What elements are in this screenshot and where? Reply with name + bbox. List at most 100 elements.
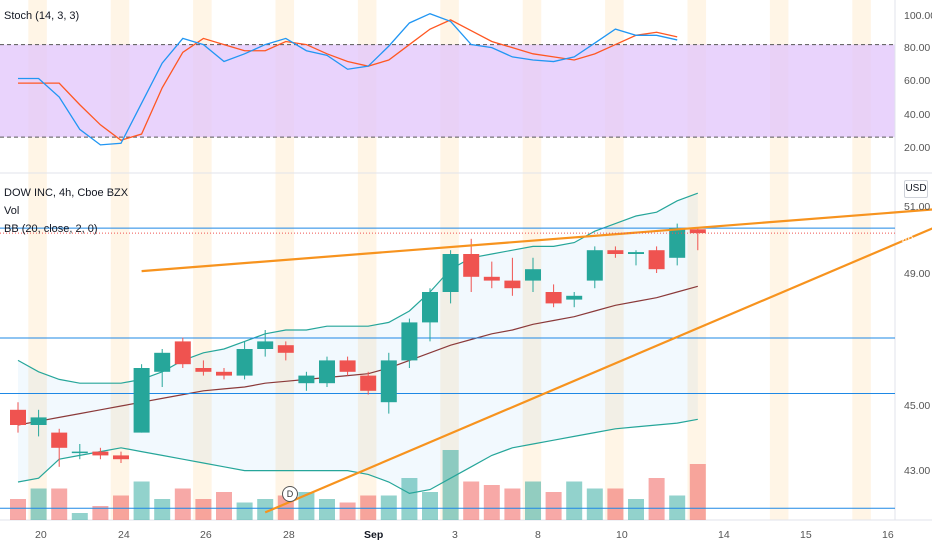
volume-bar [628,499,644,520]
candle-body [669,228,686,258]
time-axis-label: 26 [200,529,212,541]
volume-bar [92,506,109,520]
price-tag-level: 45.63 [901,377,929,389]
time-axis-label: Sep [364,529,384,541]
time-axis-label: 10 [616,529,628,541]
volume-bar [257,499,274,520]
candle-body [30,417,47,425]
symbol-title[interactable]: DOW INC, 4h, Cboe BZX [4,187,129,199]
volume-bar [689,464,706,520]
candle-body [648,250,665,270]
candle-body [504,280,521,289]
dividend-marker-icon[interactable]: D [282,486,298,502]
candle-body [545,292,562,304]
volume-bar [174,488,191,520]
bollinger-indicator-label[interactable]: BB (20, close, 2, 0) [4,223,98,235]
volume-bar [463,481,480,520]
volume-bar [586,488,603,520]
candle-body [586,250,603,281]
stoch-indicator-title[interactable]: Stoch (14, 3, 3) [4,10,80,22]
candle-body [71,451,88,454]
time-axis-label: 24 [118,529,130,541]
volume-bar [525,481,541,520]
volume-bar [648,478,665,520]
candle-body [483,276,500,281]
bollinger-basis-line [17,285,698,426]
stoch-axis-label: 100.00 [904,10,932,22]
volume-bar [298,492,315,520]
candle-body [360,375,377,391]
volume-bar [607,488,624,520]
candle-body [628,252,644,254]
candle-body [236,349,253,376]
candle-body [689,229,706,234]
stoch-axis-label: 80.00 [904,42,931,54]
trend-line [141,208,932,273]
stoch-axis-label: 40.00 [904,109,931,121]
volume-bar [154,499,171,520]
candle-body [195,368,212,372]
candle-body [319,360,335,384]
candle-body [216,371,232,376]
volume-bar [71,513,88,520]
candle-body [277,345,294,353]
candle-body [463,254,480,277]
volume-bar [319,499,335,520]
volume-bar [195,499,212,520]
volume-bar [401,478,418,520]
volume-bar [545,492,562,520]
volume-bar [51,488,68,520]
volume-bar [236,502,253,520]
candle-body [525,269,541,281]
currency-badge[interactable]: USD [904,180,928,198]
time-axis-label: 3 [452,529,458,541]
stoch-k-line [18,13,678,146]
price-tag-level: 49.98 [901,234,929,246]
candle-body [154,352,171,372]
price-axis-label: 51.00 [904,201,931,213]
volume-bar [339,502,356,520]
bollinger-band-fill [18,193,698,494]
candle-body [92,451,109,456]
candle-body [442,254,459,292]
volume-bar [216,492,232,520]
time-axis-label: 15 [800,529,812,541]
candle-body [380,360,397,403]
price-tag-level: 47.09 [901,330,929,342]
candle-body [257,341,274,349]
candle-body [401,322,418,361]
candle-body [422,292,438,323]
volume-bar [442,450,459,520]
price-axis-label: 49.00 [904,268,931,280]
volume-bar [10,499,26,520]
candle-body [174,341,191,365]
time-axis-label: 20 [35,529,47,541]
candle-body [10,409,26,425]
time-axis-label: 16 [882,529,894,541]
volume-bar [30,488,47,520]
volume-bar [483,485,500,520]
candle-body [298,375,315,384]
candle-body [133,368,150,433]
volume-indicator-label[interactable]: Vol [4,205,20,217]
price-tag-level: 42.61 [901,477,929,489]
time-axis-label: 28 [283,529,295,541]
volume-bar [422,492,438,520]
stoch-axis-label: 60.00 [904,75,931,87]
candle-body [51,432,68,448]
candle-body [113,455,129,460]
volume-bar [504,488,521,520]
price-tag-last: 49.85 [901,252,929,264]
stoch-overbought-oversold-band [0,44,895,138]
price-axis-label: 45.00 [904,400,931,412]
stoch-axis-label: 20.00 [904,142,931,154]
volume-bar [133,481,150,520]
trend-line [264,227,932,514]
candle-body [339,360,356,372]
price-axis-label: 43.00 [904,465,931,477]
candle-body [566,295,583,300]
time-axis-label: 14 [718,529,730,541]
volume-bar [566,481,583,520]
time-axis-label: 8 [535,529,541,541]
